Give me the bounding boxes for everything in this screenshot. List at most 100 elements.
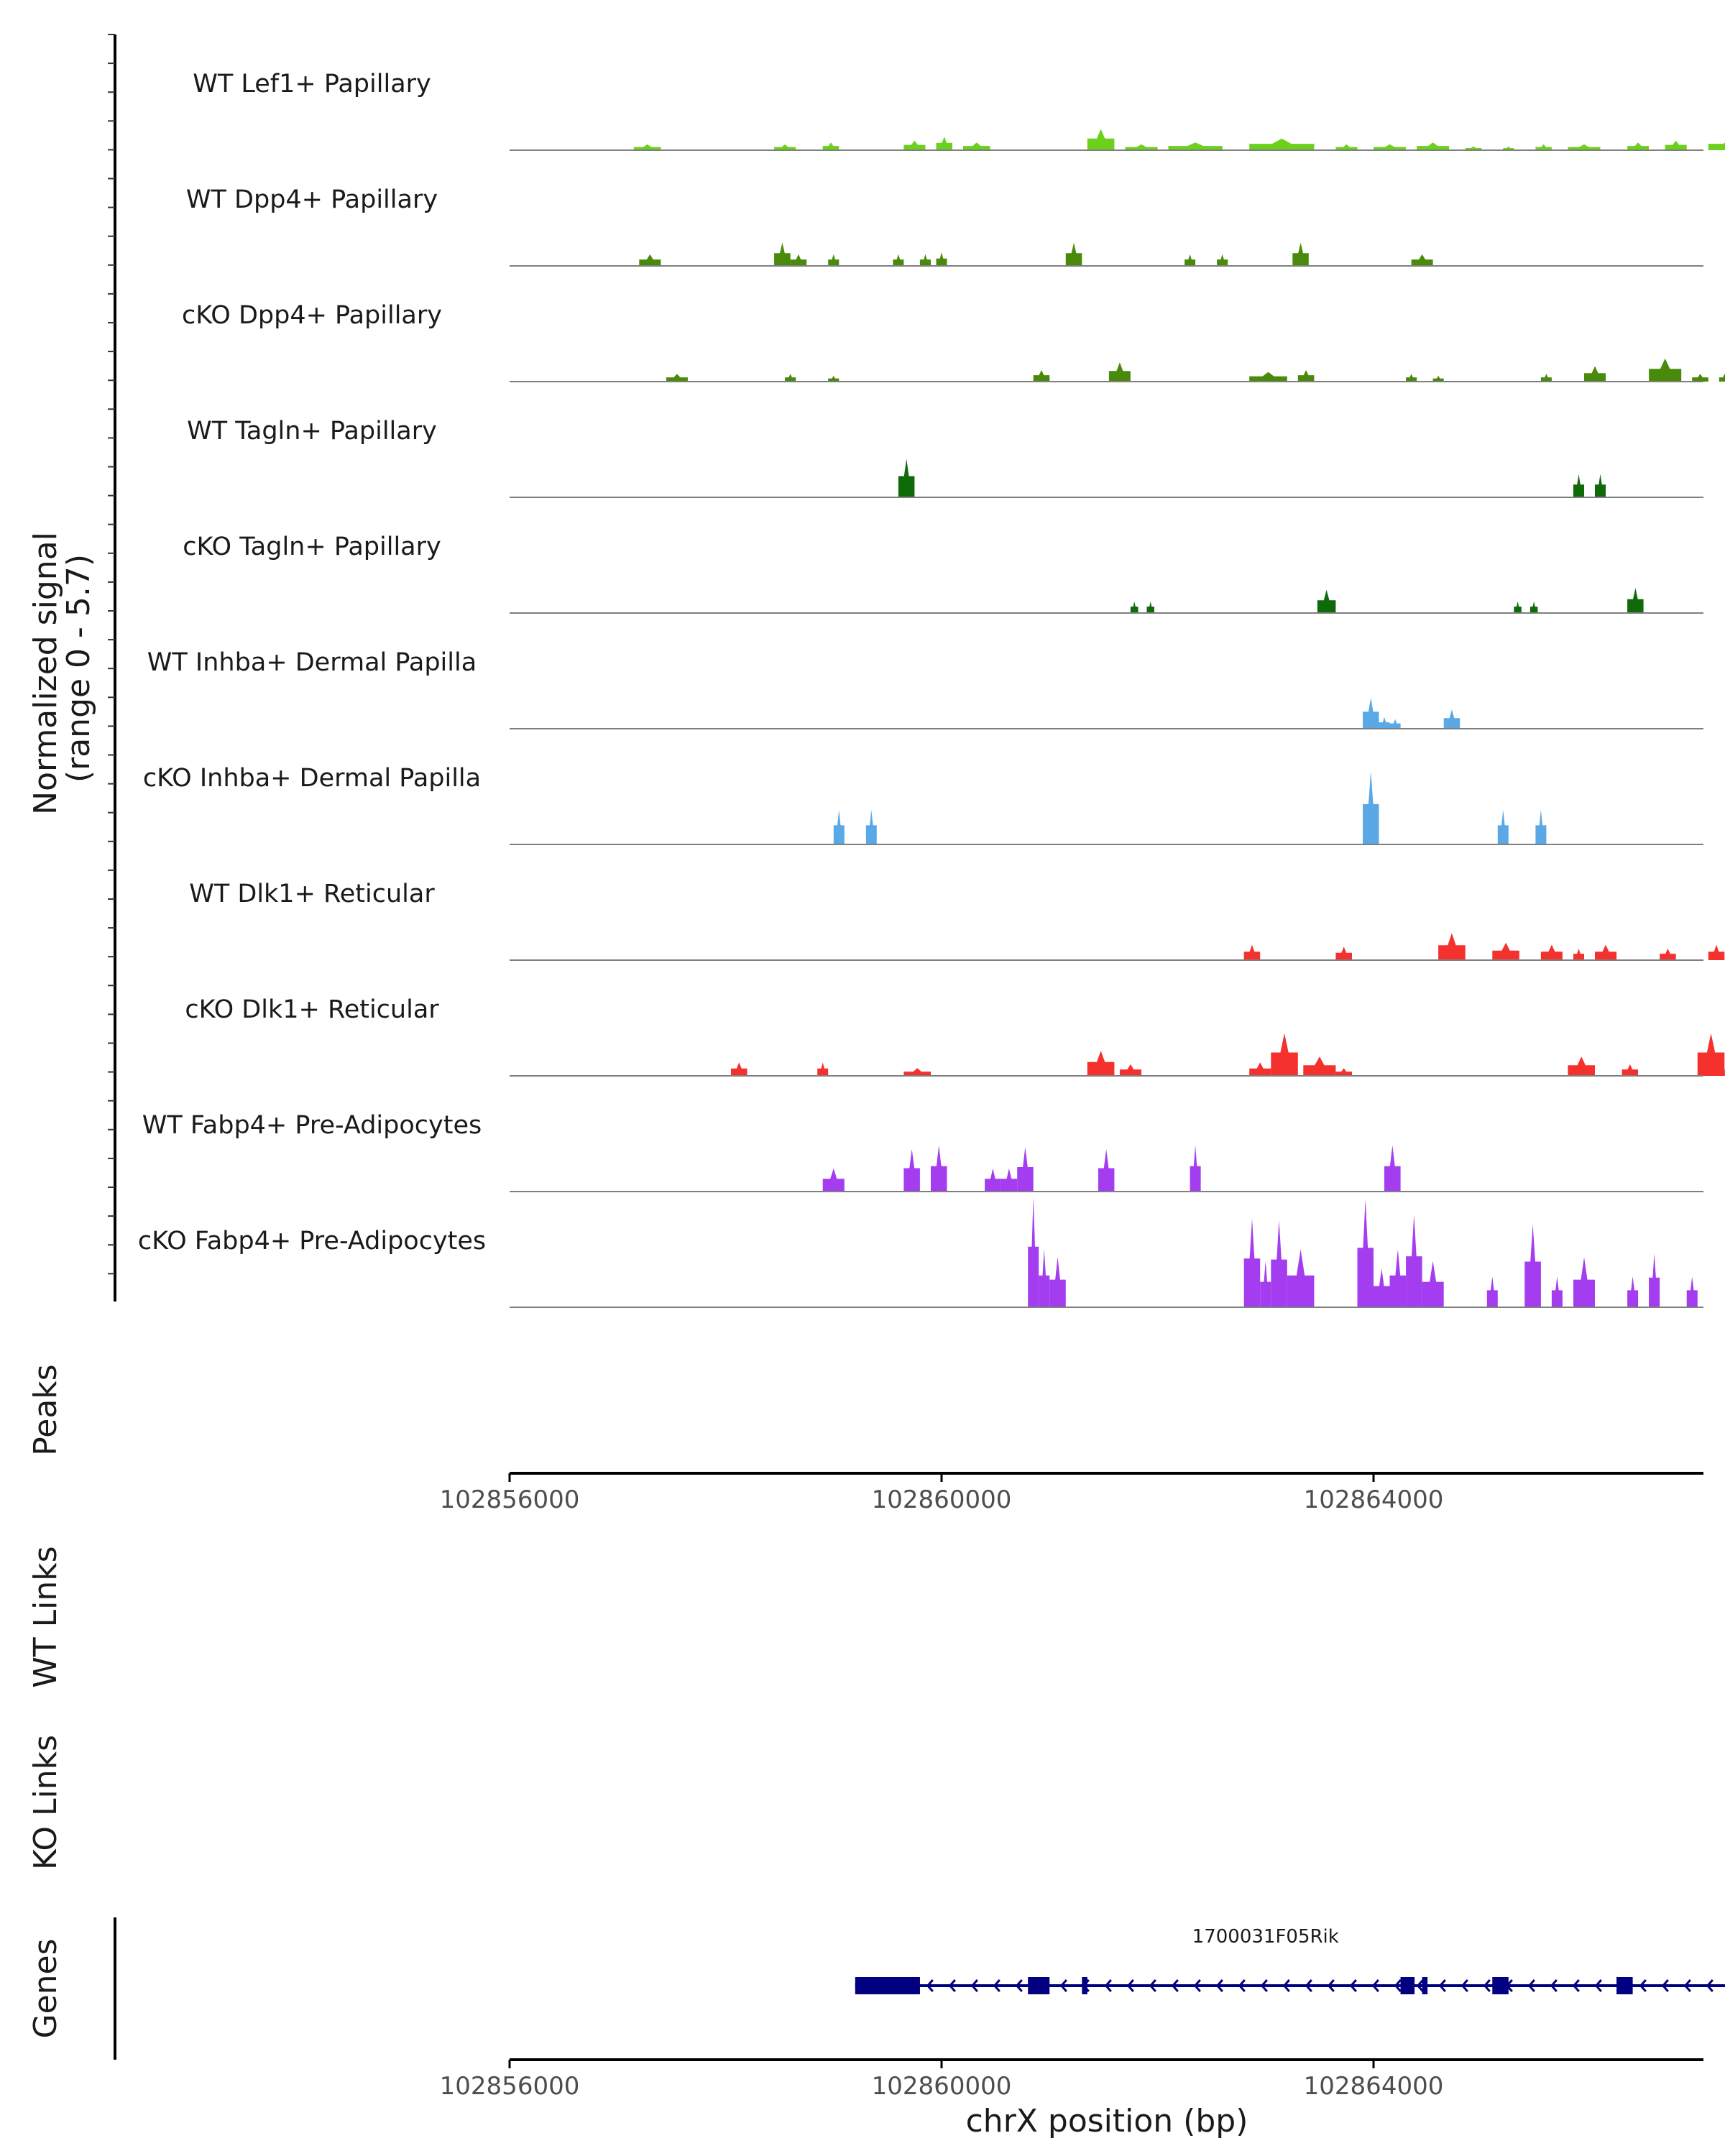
track-2-peak-13 (1719, 374, 1725, 382)
gene-strand-arrow-23 (1416, 1979, 1424, 1992)
track-1: WT Dpp4+ Papillary (186, 185, 1703, 267)
track-2-peak-8 (1432, 375, 1444, 382)
track-0-peak-0 (633, 144, 661, 150)
track-7-peak-6 (1595, 944, 1617, 960)
track-2-peak-2 (828, 375, 840, 382)
wt-links-label: WT Links (27, 1546, 64, 1687)
track-9-peak-8 (1384, 1145, 1401, 1192)
gene-strand-arrow-19 (1327, 1979, 1335, 1992)
track-0-peak-12 (1417, 142, 1450, 150)
track-label-1: WT Dpp4+ Papillary (186, 185, 438, 214)
gene-strand-arrow-16 (1260, 1979, 1268, 1992)
track-9-peak-1 (903, 1148, 920, 1192)
track-4-peak-5 (1627, 588, 1644, 613)
track-1-peak-0 (639, 254, 661, 266)
ko-links-label: KO Links (27, 1735, 64, 1870)
track-1-peak-6 (936, 252, 947, 266)
gene-exon-3 (1400, 1977, 1415, 1994)
track-9-peak-0 (822, 1168, 845, 1192)
track-label-8: cKO Dlk1+ Reticular (185, 995, 439, 1024)
gene-strand-arrow-31 (1594, 1979, 1602, 1992)
track-2-peak-3 (1033, 369, 1050, 382)
y-axis-label-line1: Normalized signal (27, 532, 64, 815)
track-8-peak-11 (1697, 1033, 1725, 1076)
track-2-peak-12 (1692, 374, 1708, 382)
x-axis-bottom-tick-label-0: 102856000 (440, 2072, 580, 2101)
track-0-peak-6 (1087, 129, 1115, 150)
track-8-peak-3 (1087, 1051, 1115, 1076)
track-1-peak-5 (919, 254, 931, 266)
track-5-peak-3 (1443, 709, 1460, 729)
track-0-peak-1 (774, 144, 796, 150)
track-10-peak-18 (1686, 1276, 1698, 1307)
track-10-peak-0 (1028, 1197, 1039, 1307)
track-0-peak-16 (1568, 144, 1601, 150)
gene-strand-arrow-33 (1639, 1979, 1647, 1992)
track-10-peak-6 (1287, 1249, 1315, 1307)
x-axis-title: chrX position (bp) (966, 2103, 1248, 2139)
track-10-peak-1 (1039, 1249, 1050, 1307)
track-10-peak-14 (1551, 1276, 1563, 1307)
gene-strand-arrow-11 (1149, 1979, 1156, 1992)
gene-model: 1700031F05Rik (855, 1926, 1725, 1994)
track-5: WT Inhba+ Dermal Papilla (147, 648, 1703, 729)
coverage-tracks: WT Lef1+ Papillary WT Dpp4+ Papillary cKO … (138, 70, 1725, 1308)
track-0-peak-7 (1125, 144, 1158, 150)
track-9-peak-4 (1000, 1168, 1018, 1192)
track-2-peak-6 (1297, 369, 1315, 382)
gene-exon-5 (1492, 1977, 1509, 1994)
track-9-peak-2 (931, 1145, 947, 1192)
track-10-peak-5 (1271, 1220, 1287, 1307)
gene-name-label: 1700031F05Rik (1192, 1926, 1339, 1948)
track-8-peak-8 (1335, 1068, 1352, 1076)
track-1-peak-2 (790, 254, 807, 266)
gene-exon-2 (1082, 1977, 1087, 1994)
track-2-peak-4 (1108, 362, 1131, 382)
track-2-peak-7 (1406, 374, 1417, 382)
gene-strand-arrow-30 (1572, 1979, 1580, 1992)
peaks-label: Peaks (27, 1364, 64, 1455)
track-9-peak-7 (1190, 1145, 1201, 1192)
y-axis-label-line2: (range 0 - 5.7) (60, 554, 97, 783)
track-0-peak-8 (1168, 142, 1223, 150)
gene-strand-arrow-34 (1661, 1979, 1669, 1992)
track-10-peak-9 (1389, 1249, 1407, 1307)
track-7: WT Dlk1+ Reticular (189, 880, 1725, 961)
gene-strand-arrow-29 (1550, 1979, 1558, 1992)
track-2-peak-10 (1584, 366, 1606, 382)
track-10-peak-13 (1524, 1224, 1541, 1307)
track-0-peak-11 (1374, 144, 1407, 150)
track-10-peak-17 (1649, 1253, 1660, 1307)
track-1-peak-10 (1292, 242, 1309, 266)
gene-strand-arrow-20 (1349, 1979, 1357, 1992)
track-7-peak-1 (1335, 946, 1352, 960)
gene-strand-arrow-7 (1059, 1979, 1067, 1992)
track-5-peak-2 (1389, 719, 1401, 729)
track-0-peak-10 (1335, 144, 1358, 150)
track-9-peak-6 (1098, 1148, 1115, 1192)
gene-strand-arrow-9 (1104, 1979, 1112, 1992)
track-label-0: WT Lef1+ Papillary (193, 70, 431, 98)
track-7-peak-4 (1540, 944, 1563, 960)
gene-strand-arrow-25 (1460, 1979, 1468, 1992)
track-0-peak-3 (903, 140, 926, 150)
track-7-peak-7 (1660, 948, 1676, 960)
track-4-peak-1 (1146, 601, 1154, 613)
gene-strand-arrow-14 (1215, 1979, 1223, 1992)
gene-strand-arrow-26 (1483, 1979, 1491, 1992)
track-10-peak-15 (1573, 1257, 1595, 1307)
track-0-peak-19 (1708, 142, 1725, 150)
track-6-peak-4 (1535, 809, 1547, 844)
track-10-peak-12 (1486, 1276, 1498, 1307)
gene-strand-arrow-2 (948, 1979, 956, 1992)
gene-strand-arrow-4 (993, 1979, 1000, 1992)
track-1-peak-9 (1217, 254, 1228, 266)
y-axis-ticks (108, 34, 115, 1275)
track-0-peak-13 (1465, 146, 1482, 150)
track-label-10: cKO Fabp4+ Pre-Adipocytes (138, 1227, 486, 1256)
gene-strand-arrow-21 (1371, 1979, 1379, 1992)
track-label-7: WT Dlk1+ Reticular (189, 880, 435, 908)
track-10-peak-11 (1422, 1261, 1444, 1307)
track-3-peak-0 (898, 459, 915, 497)
